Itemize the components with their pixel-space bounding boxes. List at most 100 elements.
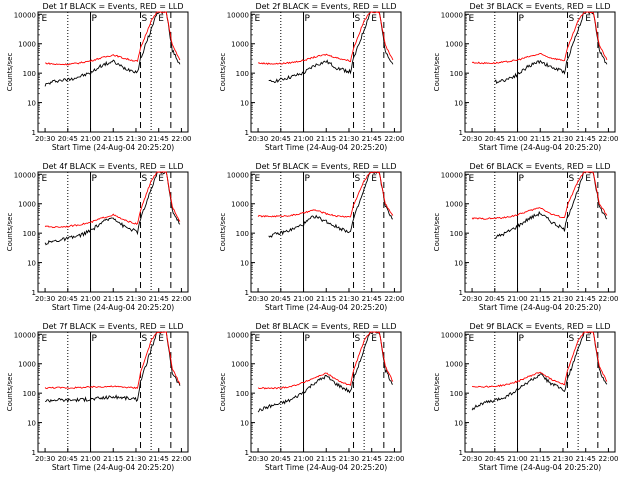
interval-marker-letter: S <box>569 334 575 344</box>
y-tick-label: 10 <box>27 420 36 428</box>
x-tick-label: 22:00 <box>384 455 404 463</box>
y-tick-label: 100 <box>23 390 36 398</box>
interval-marker-letter: P <box>92 14 98 24</box>
interval-marker-letter: E <box>585 14 591 24</box>
x-tick-label: 21:30 <box>553 295 573 303</box>
plot-frame <box>250 171 402 293</box>
y-tick-label: 1 <box>32 129 36 137</box>
y-axis-label: Counts/sec <box>6 213 14 252</box>
x-tick-label: 20:45 <box>58 455 78 463</box>
x-tick-label: 21:15 <box>316 135 336 143</box>
x-tick-label: 20:30 <box>35 455 55 463</box>
y-tick-label: 10000 <box>14 331 36 339</box>
panel-title: Det 7f BLACK = Events, RED = LLD <box>42 322 183 331</box>
x-tick-label: 21:00 <box>80 455 100 463</box>
interval-marker-letter: S <box>142 174 148 184</box>
x-tick-label: 21:15 <box>316 455 336 463</box>
interval-marker-letter: E <box>469 14 475 24</box>
x-tick-label: 22:00 <box>171 295 191 303</box>
panel-det-1: Det 1f BLACK = Events, RED = LLD 1 10 100 10… <box>6 2 192 152</box>
x-tick-label: 21:45 <box>362 295 382 303</box>
y-tick-label: 1 <box>245 289 249 297</box>
interval-marker-letter: S <box>355 174 361 184</box>
y-tick-label: 1000 <box>18 41 36 49</box>
y-axis-label: Counts/sec <box>6 373 14 412</box>
x-tick-label: 21:00 <box>293 455 313 463</box>
y-tick-label: 10000 <box>14 171 36 179</box>
interval-marker-letter: P <box>305 174 311 184</box>
y-tick-label: 1 <box>32 289 36 297</box>
y-tick-label: 1 <box>459 449 463 457</box>
x-tick-label: 21:00 <box>293 135 313 143</box>
x-tick-label: 21:30 <box>553 135 573 143</box>
y-axis-label: Counts/sec <box>219 213 227 252</box>
x-tick-label: 21:45 <box>149 295 169 303</box>
x-axis-label: Start Time (24-Aug-04 20:25:20) <box>265 463 387 472</box>
interval-marker-letter: E <box>371 174 377 184</box>
x-tick-label: 21:45 <box>362 135 382 143</box>
interval-marker-letter: S <box>355 14 361 24</box>
x-axis-label: Start Time (24-Aug-04 20:25:20) <box>52 303 174 312</box>
panel-det-2: Det 2f BLACK = Events, RED = LLD 1 10 100 10… <box>219 2 405 152</box>
x-tick-label: 21:15 <box>530 295 550 303</box>
interval-marker-letter: S <box>569 14 575 24</box>
x-tick-label: 21:00 <box>293 295 313 303</box>
interval-marker-letter: E <box>255 14 261 24</box>
panel-title: Det 2f BLACK = Events, RED = LLD <box>255 2 396 11</box>
plot-frame <box>37 11 189 133</box>
y-tick-label: 1 <box>32 449 36 457</box>
x-tick-label: 22:00 <box>384 295 404 303</box>
x-tick-label: 21:15 <box>530 455 550 463</box>
interval-marker-letter: E <box>371 14 377 24</box>
interval-marker-letter: P <box>519 14 525 24</box>
panel-title: Det 5f BLACK = Events, RED = LLD <box>255 162 396 171</box>
x-tick-label: 21:45 <box>576 455 596 463</box>
y-tick-label: 10000 <box>441 331 463 339</box>
x-axis-label: Start Time (24-Aug-04 20:25:20) <box>479 303 601 312</box>
x-tick-label: 21:00 <box>507 455 527 463</box>
panel-title: Det 1f BLACK = Events, RED = LLD <box>42 2 183 11</box>
y-tick-label: 10 <box>454 420 463 428</box>
y-tick-label: 1000 <box>231 41 249 49</box>
y-tick-label: 1 <box>459 289 463 297</box>
interval-marker-letter: E <box>42 334 48 344</box>
y-axis-label: Counts/sec <box>219 53 227 92</box>
interval-marker-letter: E <box>42 174 48 184</box>
y-tick-label: 100 <box>450 390 463 398</box>
panel-title: Det 6f BLACK = Events, RED = LLD <box>469 162 610 171</box>
interval-marker-letter: E <box>469 334 475 344</box>
y-tick-label: 10000 <box>441 11 463 19</box>
x-tick-label: 20:45 <box>58 295 78 303</box>
x-tick-label: 21:30 <box>339 295 359 303</box>
x-tick-label: 20:45 <box>271 455 291 463</box>
events-series-line <box>257 331 394 413</box>
y-tick-label: 10 <box>240 100 249 108</box>
y-tick-label: 1000 <box>445 41 463 49</box>
x-tick-label: 20:45 <box>485 295 505 303</box>
x-tick-label: 21:30 <box>126 455 146 463</box>
y-tick-label: 100 <box>236 390 249 398</box>
y-axis-label: Counts/sec <box>433 53 441 92</box>
x-tick-label: 20:30 <box>462 455 482 463</box>
y-tick-label: 10 <box>27 260 36 268</box>
x-tick-label: 21:15 <box>316 295 336 303</box>
panel-title: Det 3f BLACK = Events, RED = LLD <box>469 2 610 11</box>
y-tick-label: 1 <box>459 129 463 137</box>
x-axis-label: Start Time (24-Aug-04 20:25:20) <box>265 303 387 312</box>
x-tick-label: 21:30 <box>339 455 359 463</box>
x-tick-label: 20:30 <box>462 295 482 303</box>
x-tick-label: 22:00 <box>384 135 404 143</box>
lld-series-line <box>257 331 394 390</box>
interval-marker-letter: E <box>371 334 377 344</box>
x-tick-label: 20:45 <box>485 455 505 463</box>
y-tick-label: 10 <box>454 100 463 108</box>
panel-det-9: Det 9f BLACK = Events, RED = LLD 1 10 100 10… <box>433 322 619 472</box>
panel-det-8: Det 8f BLACK = Events, RED = LLD 1 10 100 10… <box>219 322 405 472</box>
interval-marker-letter: P <box>519 334 525 344</box>
panel-det-5: Det 5f BLACK = Events, RED = LLD 1 10 100 10… <box>219 162 405 312</box>
interval-marker-letter: E <box>585 334 591 344</box>
x-tick-label: 21:00 <box>80 135 100 143</box>
interval-marker-letter: E <box>255 334 261 344</box>
plot-frame <box>37 171 189 293</box>
